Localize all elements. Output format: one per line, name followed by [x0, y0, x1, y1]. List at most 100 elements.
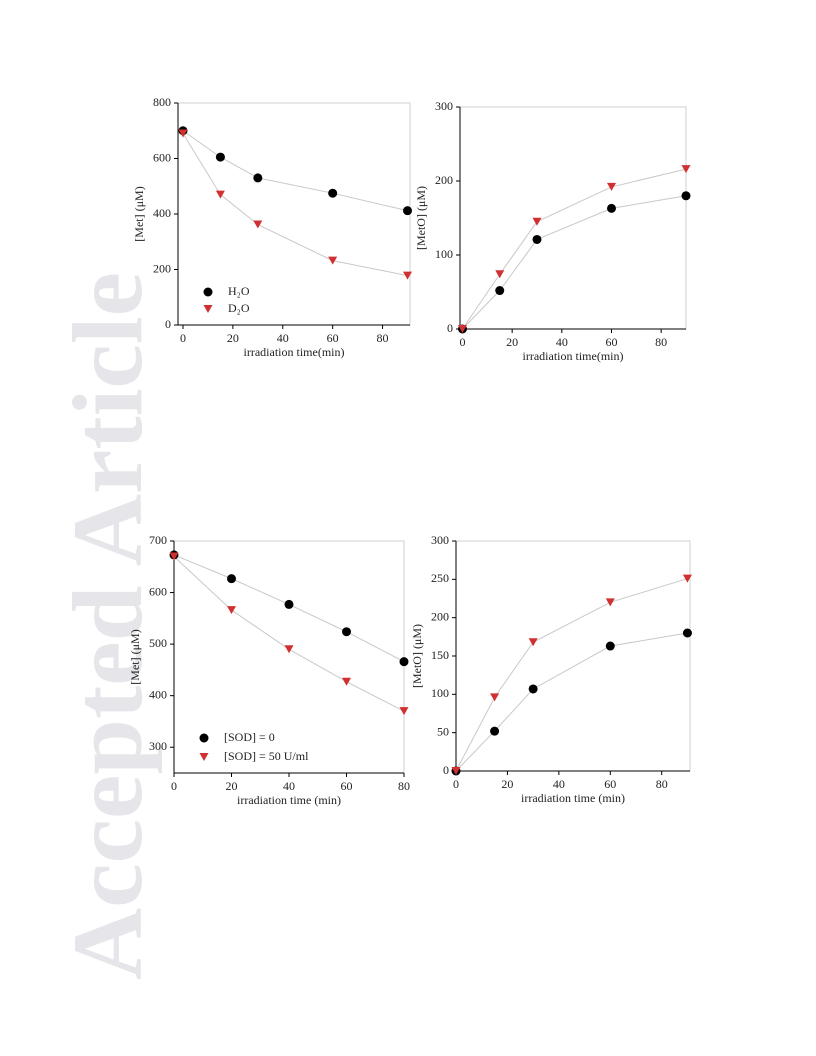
x-tick-label: 20: [226, 779, 238, 793]
x-tick-label: 40: [283, 779, 295, 793]
y-tick-label: 200: [431, 609, 449, 623]
x-tick-label: 0: [453, 777, 459, 791]
series-line: [182, 130, 408, 212]
x-tick-label: 80: [655, 335, 667, 349]
x-tick-label: 80: [377, 331, 389, 345]
y-tick-label: 100: [435, 247, 453, 261]
y-tick-label: 250: [431, 571, 449, 585]
y-tick-label: 500: [149, 636, 167, 650]
data-point: [253, 173, 263, 183]
data-point: [284, 645, 294, 654]
data-point: [227, 574, 236, 584]
data-point: [399, 707, 409, 716]
data-point: [490, 726, 500, 736]
x-tick-label: 40: [277, 331, 289, 345]
series-line: [462, 195, 687, 330]
x-tick-label: 80: [398, 779, 410, 793]
data-point: [682, 628, 692, 638]
data-point: [169, 552, 179, 561]
data-point: [178, 129, 188, 138]
y-tick-label: 600: [149, 584, 167, 598]
data-point: [284, 599, 294, 609]
y-tick-label: 50: [437, 724, 449, 738]
watermark: Accepted Article: [52, 272, 163, 980]
data-point: [342, 677, 351, 686]
data-point: [403, 206, 413, 216]
y-tick-label: 0: [447, 321, 453, 335]
x-tick-label: 40: [556, 335, 568, 349]
data-point: [528, 684, 538, 694]
data-point: [605, 641, 615, 651]
data-point: [227, 606, 236, 615]
legend-label: [SOD] = 50 U/ml: [224, 749, 309, 763]
y-axis-label: [Met] (μM): [128, 629, 142, 684]
legend-marker: [199, 753, 209, 761]
x-axis-label: irradiation time (min): [521, 791, 625, 805]
data-point: [606, 182, 616, 191]
x-tick-label: 60: [341, 779, 353, 793]
data-point: [495, 286, 505, 296]
data-point: [403, 271, 413, 280]
x-tick-label: 0: [459, 335, 465, 349]
x-tick-label: 20: [227, 331, 239, 345]
x-axis-label: irradiation time (min): [237, 793, 341, 807]
x-axis-label: irradiation time(min): [244, 345, 345, 359]
x-tick-label: 60: [604, 777, 616, 791]
x-tick-label: 80: [656, 777, 668, 791]
x-tick-label: 60: [605, 335, 617, 349]
plot-frame: [173, 540, 405, 774]
y-tick-label: 300: [149, 739, 167, 753]
y-axis-label: [MetO] (μM): [414, 186, 428, 250]
y-tick-label: 200: [153, 261, 171, 275]
data-point: [532, 217, 542, 226]
x-tick-label: 40: [553, 777, 565, 791]
data-point: [606, 203, 616, 213]
y-tick-label: 600: [153, 150, 171, 164]
x-axis-label: irradiation time(min): [523, 349, 624, 363]
y-tick-label: 200: [435, 173, 453, 187]
x-tick-label: 60: [327, 331, 339, 345]
x-tick-label: 20: [501, 777, 513, 791]
y-tick-label: 400: [149, 687, 167, 701]
y-tick-label: 300: [435, 99, 453, 113]
legend-marker: [199, 733, 209, 743]
legend-label: [SOD] = 0: [224, 730, 275, 744]
plot-frame: [455, 540, 691, 772]
data-point: [528, 638, 538, 647]
y-tick-label: 0: [165, 317, 171, 331]
y-axis-label: [Met] (μM): [132, 186, 146, 241]
y-axis-label: [MetO] (μM): [410, 624, 424, 688]
data-point: [253, 220, 263, 229]
legend-label: H₂O: [228, 284, 250, 298]
data-point: [490, 693, 500, 702]
plot-frame: [459, 106, 687, 330]
data-point: [451, 767, 461, 775]
y-tick-label: 0: [443, 763, 449, 777]
data-point: [215, 152, 225, 162]
data-point: [532, 234, 542, 244]
data-point: [605, 598, 615, 607]
data-point: [682, 574, 692, 583]
x-tick-label: 20: [506, 335, 518, 349]
legend-marker: [203, 305, 213, 313]
data-point: [495, 270, 505, 279]
data-point: [457, 325, 467, 333]
series-line: [455, 632, 688, 772]
legend-marker: [203, 287, 213, 297]
data-point: [681, 191, 691, 201]
series-line: [462, 168, 687, 330]
legend-label: D₂O: [228, 301, 250, 315]
x-tick-label: 0: [180, 331, 186, 345]
y-tick-label: 400: [153, 206, 171, 220]
data-point: [215, 190, 225, 199]
series-line: [173, 556, 405, 712]
y-tick-label: 700: [149, 533, 167, 547]
series-line: [455, 578, 688, 772]
y-tick-label: 100: [431, 686, 449, 700]
data-point: [328, 256, 338, 265]
data-point: [681, 165, 691, 174]
data-point: [328, 188, 338, 198]
x-tick-label: 0: [171, 779, 177, 793]
plot-frame: [177, 102, 411, 326]
